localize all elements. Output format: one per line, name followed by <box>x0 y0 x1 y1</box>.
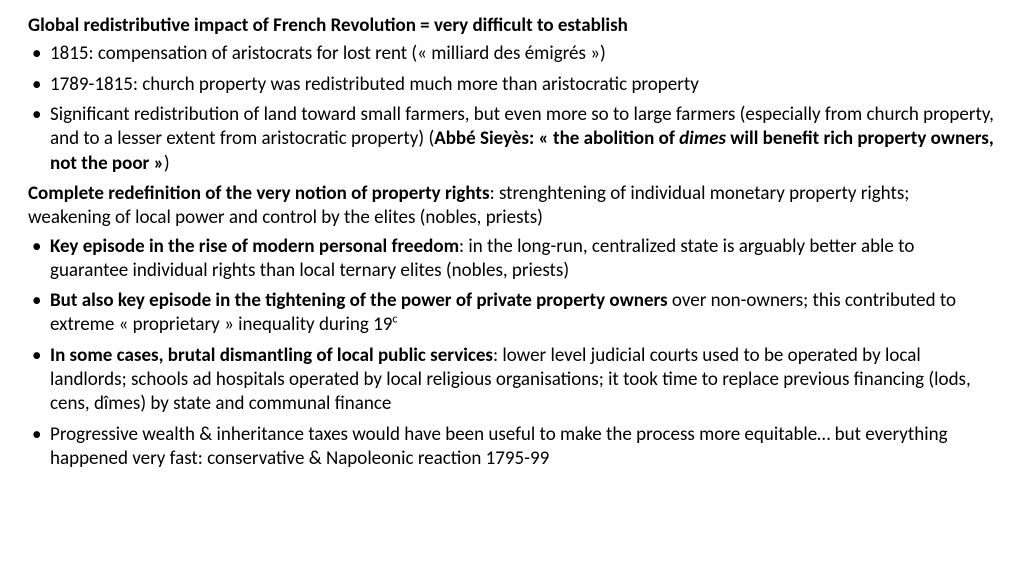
heading-2: Complete redefinition of the very notion… <box>28 182 996 231</box>
heading-1: Global redistributive impact of French R… <box>28 14 996 38</box>
list-item: Key episode in the rise of modern person… <box>28 235 996 284</box>
list-item: But also key episode in the tightening o… <box>28 289 996 338</box>
list-item-bold: Key episode in the rise of modern person… <box>50 235 459 258</box>
list-item-bold-italic: dimes <box>679 127 726 150</box>
list-item: 1789-1815: church property was redistrib… <box>28 73 996 97</box>
list-item-bold: In some cases, brutal dismantling of loc… <box>50 344 493 367</box>
list-item-text: Progressive wealth & inheritance taxes w… <box>50 423 948 470</box>
list-item: Progressive wealth & inheritance taxes w… <box>28 423 996 472</box>
bullet-list-1: 1815: compensation of aristocrats for lo… <box>28 42 996 176</box>
list-item: 1815: compensation of aristocrats for lo… <box>28 42 996 66</box>
bullet-list-2: Key episode in the rise of modern person… <box>28 235 996 472</box>
list-item-bold-pre: Abbé Sieyès: « the abolition of <box>434 127 679 150</box>
heading-2-bold: Complete redefinition of the very notion… <box>28 182 490 205</box>
list-item: In some cases, brutal dismantling of loc… <box>28 344 996 417</box>
list-item-text: 1815: compensation of aristocrats for lo… <box>50 42 606 65</box>
list-item: Significant redistribution of land towar… <box>28 103 996 176</box>
superscript: c <box>392 312 397 327</box>
list-item-close: ) <box>164 152 170 175</box>
list-item-text: 1789-1815: church property was redistrib… <box>50 73 699 96</box>
list-item-bold: But also key episode in the tightening o… <box>50 289 668 312</box>
